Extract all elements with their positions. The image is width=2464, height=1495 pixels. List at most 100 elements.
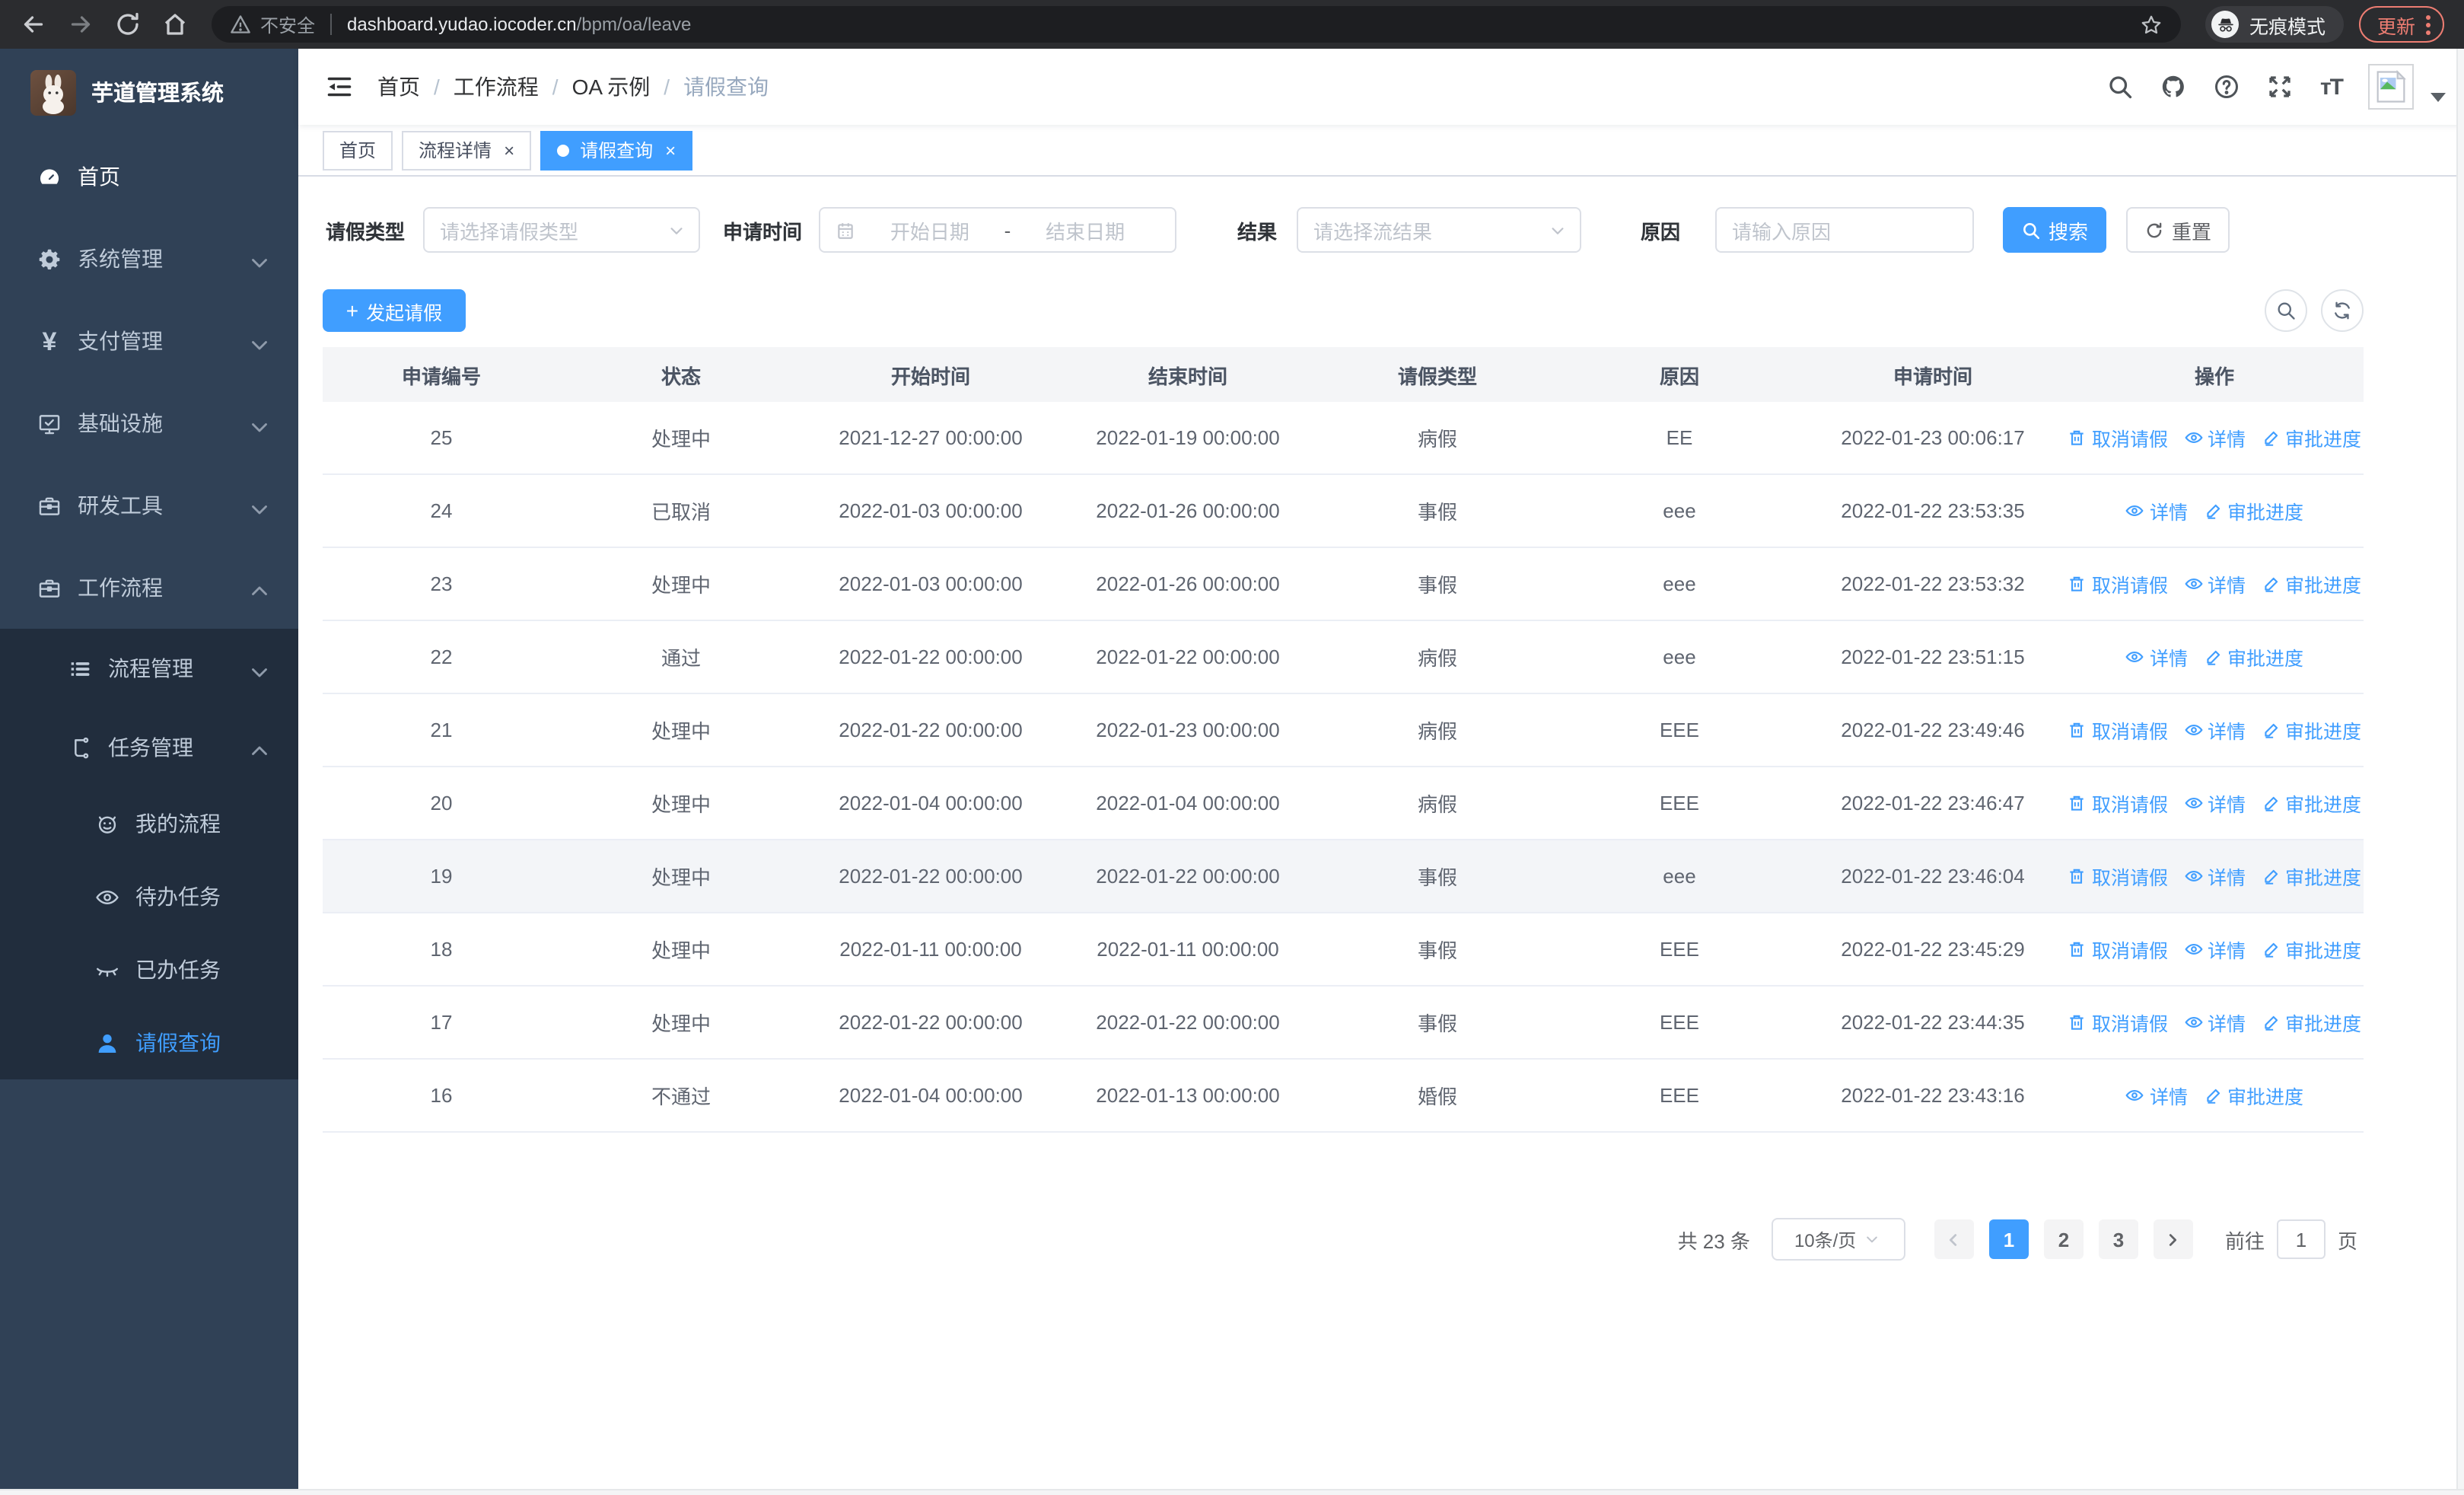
action-progress-link[interactable]: 审批进度 [2261,423,2361,452]
bookmark-star-icon[interactable] [2140,13,2163,36]
back-icon[interactable] [20,11,47,38]
action-progress-link[interactable]: 审批进度 [2203,642,2303,671]
sidebar-fold-icon[interactable] [326,73,353,100]
breadcrumb-item[interactable]: 工作流程 [453,75,539,99]
sidebar-item-待办任务[interactable]: 待办任务 [0,860,298,933]
reset-button[interactable]: 重置 [2126,207,2230,253]
page-button-1[interactable]: 1 [1988,1219,2029,1259]
close-tab-icon[interactable]: × [504,139,515,161]
action-progress-link[interactable]: 审批进度 [2261,935,2361,964]
sidebar-item-首页[interactable]: 首页 [0,135,298,218]
action-progress-link[interactable]: 审批进度 [2261,789,2361,818]
list-icon [67,655,93,681]
sidebar-item-任务管理[interactable]: 任务管理 [0,708,298,787]
security-label[interactable]: 不安全 [260,14,316,36]
action-cancel-link[interactable]: 取消请假 [2068,716,2168,744]
row-actions: 详情 审批进度 [2065,642,2364,671]
row-actions: 详情 审批进度 [2065,496,2364,525]
action-progress-link[interactable]: 审批进度 [2261,862,2361,891]
result-select[interactable]: 请选择流结果 [1297,207,1581,253]
cell-id: 23 [430,572,453,595]
horizontal-scrollbar[interactable] [0,1489,2464,1495]
action-cancel-link[interactable]: 取消请假 [2068,1008,2168,1037]
sidebar-item-流程管理[interactable]: 流程管理 [0,629,298,708]
help-icon[interactable] [2214,73,2241,100]
gear-icon [37,246,62,272]
fullscreen-icon[interactable] [2267,73,2294,100]
breadcrumb-item[interactable]: OA 示例 [571,75,651,99]
action-progress-link[interactable]: 审批进度 [2261,1008,2361,1037]
cell-end-time: 2022-01-22 00:00:00 [1096,865,1280,888]
page-size-select[interactable]: 10条/页 [1771,1218,1905,1261]
sidebar-submenu: 流程管理 任务管理 我的流程 待办任务 已办任务 请假查询 [0,629,298,1079]
action-progress-link[interactable]: 审批进度 [2261,569,2361,598]
action-detail-link[interactable]: 详情 [2125,1081,2188,1110]
monitor-icon [37,410,62,436]
tag-view-tab[interactable]: 首页 [323,130,393,170]
search-button[interactable]: 搜索 [2003,207,2106,253]
app-logo[interactable]: 芋道管理系统 [0,49,298,135]
search-icon[interactable] [2107,73,2135,100]
action-progress-link[interactable]: 审批进度 [2203,1081,2303,1110]
sidebar-item-label: 系统管理 [78,247,163,271]
action-cancel-link[interactable]: 取消请假 [2068,862,2168,891]
github-icon[interactable] [2160,73,2188,100]
sidebar-item-我的流程[interactable]: 我的流程 [0,787,298,860]
tag-view-tab[interactable]: 流程详情 × [402,130,532,170]
action-detail-link[interactable]: 详情 [2183,569,2246,598]
sidebar-item-工作流程[interactable]: 工作流程 [0,547,298,629]
hide-search-button[interactable] [2265,289,2307,332]
sidebar-item-请假查询[interactable]: 请假查询 [0,1006,298,1079]
sidebar-item-已办任务[interactable]: 已办任务 [0,933,298,1006]
address-bar[interactable]: 不安全 dashboard.yudao.iocoder.cn/bpm/oa/le… [212,6,2181,43]
action-detail-link[interactable]: 详情 [2125,642,2188,671]
sidebar-item-系统管理[interactable]: 系统管理 [0,218,298,300]
close-tab-icon[interactable]: × [665,139,676,161]
goto-page-input[interactable] [2276,1219,2326,1259]
update-button[interactable]: 更新 [2359,6,2445,43]
date-range-picker[interactable]: 开始日期 - 结束日期 [819,207,1176,253]
action-detail-link[interactable]: 详情 [2183,789,2246,818]
action-detail-link[interactable]: 详情 [2183,423,2246,452]
page-button-2[interactable]: 2 [2043,1219,2084,1259]
page-button-3[interactable]: 3 [2098,1219,2138,1259]
action-cancel-link[interactable]: 取消请假 [2068,423,2168,452]
cell-leave-type: 事假 [1417,866,1457,889]
action-detail-link[interactable]: 详情 [2183,716,2246,744]
browser-menu-icon[interactable] [2426,14,2431,34]
action-cancel-link[interactable]: 取消请假 [2068,569,2168,598]
update-label[interactable]: 更新 [2377,16,2416,37]
action-progress-link[interactable]: 审批进度 [2203,496,2303,525]
vertical-scrollbar[interactable] [2456,49,2464,1495]
action-detail-link[interactable]: 详情 [2125,496,2188,525]
avatar-caret-icon[interactable] [2431,93,2446,102]
breadcrumb-separator: / [434,75,440,99]
home-icon[interactable] [161,11,189,38]
breadcrumb-item[interactable]: 首页 [377,75,420,99]
tag-view-tab[interactable]: 请假查询 × [540,130,693,170]
action-detail-link[interactable]: 详情 [2183,862,2246,891]
action-cancel-link[interactable]: 取消请假 [2068,935,2168,964]
create-leave-button[interactable]: + 发起请假 [323,289,466,332]
sidebar-item-支付管理[interactable]: ¥ 支付管理 [0,300,298,382]
refresh-table-button[interactable] [2321,289,2364,332]
avatar[interactable] [2368,64,2414,110]
reason-input[interactable]: 请输入原因 [1715,207,1974,253]
font-size-icon[interactable]: ᴛT [2319,74,2344,100]
row-actions: 取消请假 详情 审批进度 [2065,423,2364,452]
table-row: 20 处理中 2022-01-04 00:00:00 2022-01-04 00:00… [323,767,2364,840]
action-progress-link[interactable]: 审批进度 [2261,716,2361,744]
leave-type-select[interactable]: 请选择请假类型 [423,207,700,253]
reload-icon[interactable] [114,11,142,38]
table-row: 19 处理中 2022-01-22 00:00:00 2022-01-22 00:00… [323,840,2364,913]
row-actions: 取消请假 详情 审批进度 [2065,789,2364,818]
next-page-button[interactable] [2153,1219,2193,1259]
action-cancel-link[interactable]: 取消请假 [2068,789,2168,818]
sidebar-item-研发工具[interactable]: 研发工具 [0,464,298,547]
action-detail-link[interactable]: 详情 [2183,1008,2246,1037]
sidebar-item-基础设施[interactable]: 基础设施 [0,382,298,464]
prev-page-button[interactable] [1934,1219,1974,1259]
forward-icon[interactable] [67,11,94,38]
action-detail-link[interactable]: 详情 [2183,935,2246,964]
